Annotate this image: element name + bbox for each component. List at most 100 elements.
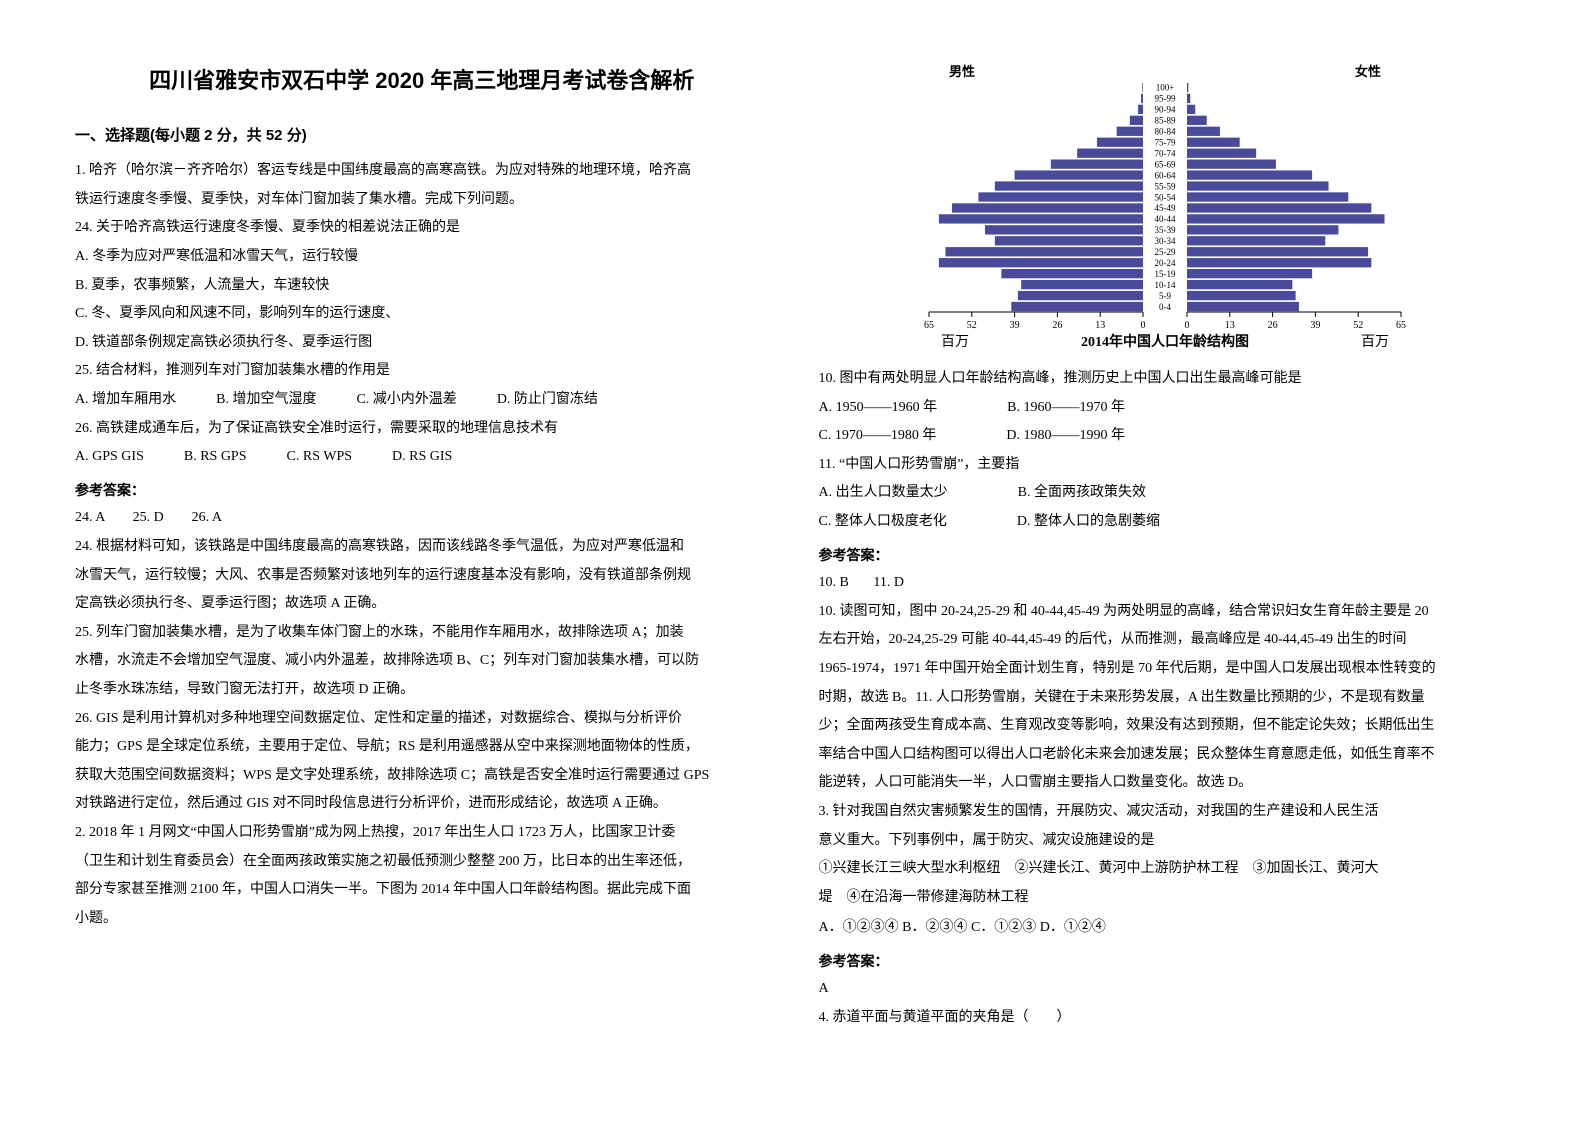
svg-text:0: 0 bbox=[1141, 320, 1146, 331]
q1-26-c: C. RS WPS bbox=[287, 444, 353, 471]
q4: 4. 赤道平面与黄道平面的夹角是（ ） bbox=[819, 1005, 1513, 1032]
q11: 11. “中国人口形势雪崩”，主要指 bbox=[819, 452, 1513, 479]
q3-opts2: 堤 ④在沿海一带修建海防林工程 bbox=[819, 885, 1513, 912]
q1-intro-1: 1. 哈齐（哈尔滨－齐齐哈尔）客运专线是中国纬度最高的高寒高铁。为应对特殊的地理… bbox=[75, 158, 769, 185]
q1-intro-2: 铁运行速度冬季慢、夏季快，对车体门窗加装了集水槽。完成下列问题。 bbox=[75, 187, 769, 214]
svg-text:52: 52 bbox=[1353, 320, 1363, 331]
q10-row1: A. 1950——1960 年 B. 1960——1970 年 bbox=[819, 395, 1513, 422]
q1-25-a: A. 增加车厢用水 bbox=[75, 387, 176, 414]
q11-b: B. 全面两孩政策失效 bbox=[1018, 480, 1146, 507]
svg-text:0-4: 0-4 bbox=[1159, 302, 1171, 312]
q10: 10. 图中有两处明显人口年龄结构高峰，推测历史上中国人口出生最高峰可能是 bbox=[819, 366, 1513, 393]
q10-c: C. 1970——1980 年 bbox=[819, 423, 937, 450]
q3-ans-label: 参考答案： bbox=[819, 948, 1513, 975]
svg-text:65: 65 bbox=[924, 320, 934, 331]
q11-a: A. 出生人口数量太少 bbox=[819, 480, 948, 507]
q1-24-a: A. 冬季为应对严寒低温和冰雪天气，运行较慢 bbox=[75, 244, 769, 271]
q2-2: （卫生和计划生育委员会）在全面两孩政策实施之初最低预测少整整 200 万，比日本… bbox=[75, 849, 769, 876]
q3-choices: A．①②③④ B．②③④ C．①②③ D．①②④ bbox=[819, 915, 1513, 942]
q2-3: 部分专家甚至推测 2100 年，中国人口消失一半。下图为 2014 年中国人口年… bbox=[75, 877, 769, 904]
svg-text:20-24: 20-24 bbox=[1155, 258, 1176, 268]
q11-row2: C. 整体人口极度老化 D. 整体人口的急剧萎缩 bbox=[819, 509, 1513, 536]
q11-d: D. 整体人口的急剧萎缩 bbox=[1017, 509, 1160, 536]
q1-exp2: 冰雪天气，运行较慢；大风、农事是否频繁对该地列车的运行速度基本没有影响，没有铁道… bbox=[75, 563, 769, 590]
q10-d: D. 1980——1990 年 bbox=[1006, 423, 1125, 450]
svg-text:百万: 百万 bbox=[1361, 334, 1389, 350]
q10-b: B. 1960——1970 年 bbox=[1007, 395, 1125, 422]
q2-1: 2. 2018 年 1 月网文“中国人口形势雪崩”成为网上热搜，2017 年出生… bbox=[75, 820, 769, 847]
q1-exp10: 对铁路进行定位，然后通过 GIS 对不同时段信息进行分析评价，进而形成结论，故选… bbox=[75, 791, 769, 818]
q1-exp1: 24. 根据材料可知，该铁路是中国纬度最高的高寒铁路，因而该线路冬季气温低，为应… bbox=[75, 534, 769, 561]
q1-25-b: B. 增加空气湿度 bbox=[216, 387, 316, 414]
svg-text:25-29: 25-29 bbox=[1155, 247, 1176, 257]
q1-exp8: 能力；GPS 是全球定位系统，主要用于定位、导航；RS 是利用遥感器从空中来探测… bbox=[75, 734, 769, 761]
svg-text:13: 13 bbox=[1095, 320, 1105, 331]
q1-ans-label: 参考答案： bbox=[75, 477, 769, 504]
svg-text:50-54: 50-54 bbox=[1155, 192, 1176, 202]
svg-text:39: 39 bbox=[1311, 320, 1321, 331]
q2-ans: 10. B 11. D bbox=[819, 570, 1513, 597]
svg-text:75-79: 75-79 bbox=[1155, 137, 1176, 147]
q1-exp4: 25. 列车门窗加装集水槽，是为了收集车体门窗上的水珠，不能用作车厢用水，故排除… bbox=[75, 620, 769, 647]
svg-text:10-14: 10-14 bbox=[1155, 280, 1176, 290]
q3-1: 3. 针对我国自然灾害频繁发生的国情，开展防灾、减灾活动，对我国的生产建设和人民… bbox=[819, 799, 1513, 826]
q1-24-d: D. 铁道部条例规定高铁必须执行冬、夏季运行图 bbox=[75, 330, 769, 357]
q11-c: C. 整体人口极度老化 bbox=[819, 509, 947, 536]
q3-opts1: ①兴建长江三峡大型水利枢纽 ②兴建长江、黄河中上游防护林工程 ③加固长江、黄河大 bbox=[819, 856, 1513, 883]
q2-exp3: 1965-1974，1971 年中国开始全面计划生育，特别是 70 年代后期，是… bbox=[819, 656, 1513, 683]
doc-title: 四川省雅安市双石中学 2020 年高三地理月考试卷含解析 bbox=[75, 60, 769, 102]
q1-exp7: 26. GIS 是利用计算机对多种地理空间数据定位、定性和定量的描述，对数据综合… bbox=[75, 706, 769, 733]
svg-text:26: 26 bbox=[1268, 320, 1278, 331]
q1-exp5: 水槽，水流走不会增加空气湿度、减小内外温差，故排除选项 B、C；列车对门窗加装集… bbox=[75, 648, 769, 675]
q1-26-d: D. RS GIS bbox=[392, 444, 452, 471]
q1-24-c: C. 冬、夏季风向和风速不同，影响列车的运行速度、 bbox=[75, 301, 769, 328]
svg-text:85-89: 85-89 bbox=[1155, 116, 1176, 126]
q1-exp3: 定高铁必须执行冬、夏季运行图；故选项 A 正确。 bbox=[75, 591, 769, 618]
svg-text:70-74: 70-74 bbox=[1155, 148, 1176, 158]
svg-text:男性: 男性 bbox=[949, 64, 975, 79]
svg-text:30-34: 30-34 bbox=[1155, 236, 1176, 246]
svg-text:80-84: 80-84 bbox=[1155, 127, 1176, 137]
q2-4: 小题。 bbox=[75, 906, 769, 933]
svg-text:55-59: 55-59 bbox=[1155, 181, 1176, 191]
svg-text:65: 65 bbox=[1396, 320, 1406, 331]
svg-text:5-9: 5-9 bbox=[1159, 291, 1171, 301]
q1-24-b: B. 夏季，农事频繁，人流量大，车速较快 bbox=[75, 273, 769, 300]
right-column: 男性女性0-45-910-1415-1920-2425-2930-3435-39… bbox=[794, 60, 1538, 1082]
q1-26-opts: A. GPS GIS B. RS GPS C. RS WPS D. RS GIS bbox=[75, 444, 769, 471]
q10-row2: C. 1970——1980 年 D. 1980——1990 年 bbox=[819, 423, 1513, 450]
q1-25: 25. 结合材料，推测列车对门窗加装集水槽的作用是 bbox=[75, 358, 769, 385]
q2-exp7: 能逆转，人口可能消失一半，人口雪崩主要指人口数量变化。故选 D。 bbox=[819, 770, 1513, 797]
svg-text:35-39: 35-39 bbox=[1155, 225, 1176, 235]
q1-exp9: 获取大范围空间数据资料；WPS 是文字处理系统，故排除选项 C；高铁是否安全准时… bbox=[75, 763, 769, 790]
q3-ans: A bbox=[819, 976, 1513, 1003]
q11-row1: A. 出生人口数量太少 B. 全面两孩政策失效 bbox=[819, 480, 1513, 507]
q2-exp4: 时期，故选 B。11. 人口形势雪崩，关键在于未来形势发展，A 出生数量比预期的… bbox=[819, 685, 1513, 712]
svg-text:100+: 100+ bbox=[1156, 83, 1175, 93]
svg-text:60-64: 60-64 bbox=[1155, 170, 1176, 180]
q2-ans-label: 参考答案： bbox=[819, 542, 1513, 569]
svg-text:0: 0 bbox=[1185, 320, 1190, 331]
svg-text:95-99: 95-99 bbox=[1155, 94, 1176, 104]
q1-26: 26. 高铁建成通车后，为了保证高铁安全准时运行，需要采取的地理信息技术有 bbox=[75, 416, 769, 443]
svg-text:45-49: 45-49 bbox=[1155, 203, 1176, 213]
svg-text:百万: 百万 bbox=[941, 334, 969, 350]
svg-text:26: 26 bbox=[1053, 320, 1063, 331]
svg-text:女性: 女性 bbox=[1355, 64, 1381, 79]
q2-exp6: 率结合中国人口结构图可以得出人口老龄化未来会加速发展；民众整体生育意愿走低，如低… bbox=[819, 742, 1513, 769]
q1-exp6: 止冬季水珠冻结，导致门窗无法打开，故选项 D 正确。 bbox=[75, 677, 769, 704]
left-column: 四川省雅安市双石中学 2020 年高三地理月考试卷含解析 一、选择题(每小题 2… bbox=[50, 60, 794, 1082]
q2-exp1: 10. 读图可知，图中 20-24,25-29 和 40-44,45-49 为两… bbox=[819, 599, 1513, 626]
q1-25-d: D. 防止门窗冻结 bbox=[497, 387, 598, 414]
svg-text:13: 13 bbox=[1225, 320, 1235, 331]
svg-text:39: 39 bbox=[1010, 320, 1020, 331]
q1-26-b: B. RS GPS bbox=[184, 444, 247, 471]
svg-text:2014年中国人口年龄结构图: 2014年中国人口年龄结构图 bbox=[1081, 333, 1249, 350]
q1-ans: 24. A 25. D 26. A bbox=[75, 505, 769, 532]
svg-text:65-69: 65-69 bbox=[1155, 159, 1176, 169]
q2-exp5: 少；全面两孩受生育成本高、生育观改变等影响，效果没有达到预期，但不能定论失效；长… bbox=[819, 713, 1513, 740]
q1-25-opts: A. 增加车厢用水 B. 增加空气湿度 C. 减小内外温差 D. 防止门窗冻结 bbox=[75, 387, 769, 414]
q2-exp2: 左右开始，20-24,25-29 可能 40-44,45-49 的后代，从而推测… bbox=[819, 627, 1513, 654]
svg-text:40-44: 40-44 bbox=[1155, 214, 1176, 224]
q1-24: 24. 关于哈齐高铁运行速度冬季慢、夏季快的相差说法正确的是 bbox=[75, 215, 769, 242]
